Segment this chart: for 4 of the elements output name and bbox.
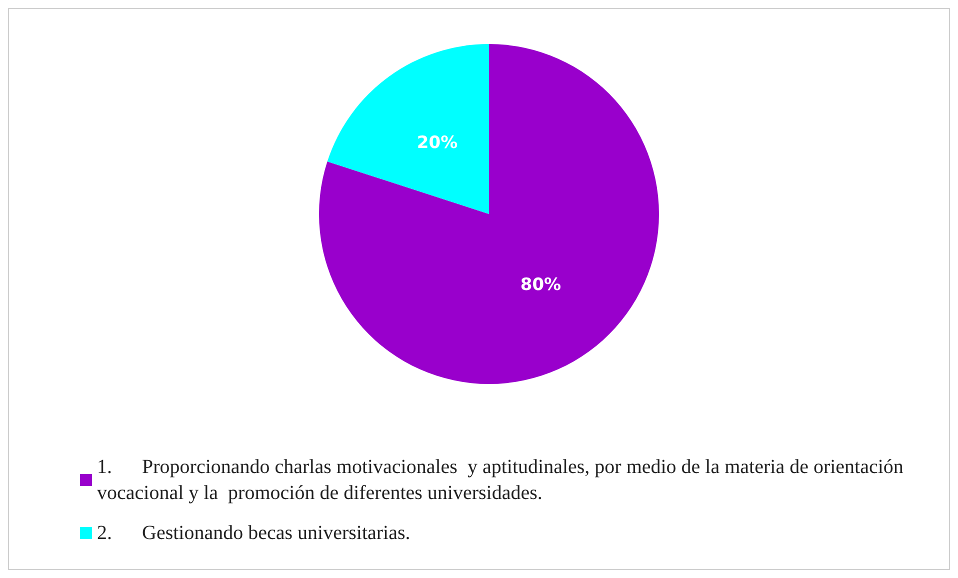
legend-label: 1. Proporcionando charlas motivacionales y aptitudinales, por medio de la materia de orientación vocacional y la promoción de diferentes universidades.: [97, 456, 908, 504]
legend-label: 2. Gestionando becas universitarias.: [97, 522, 410, 544]
data-label: 20%: [416, 132, 458, 153]
data-label: 80%: [520, 275, 562, 296]
